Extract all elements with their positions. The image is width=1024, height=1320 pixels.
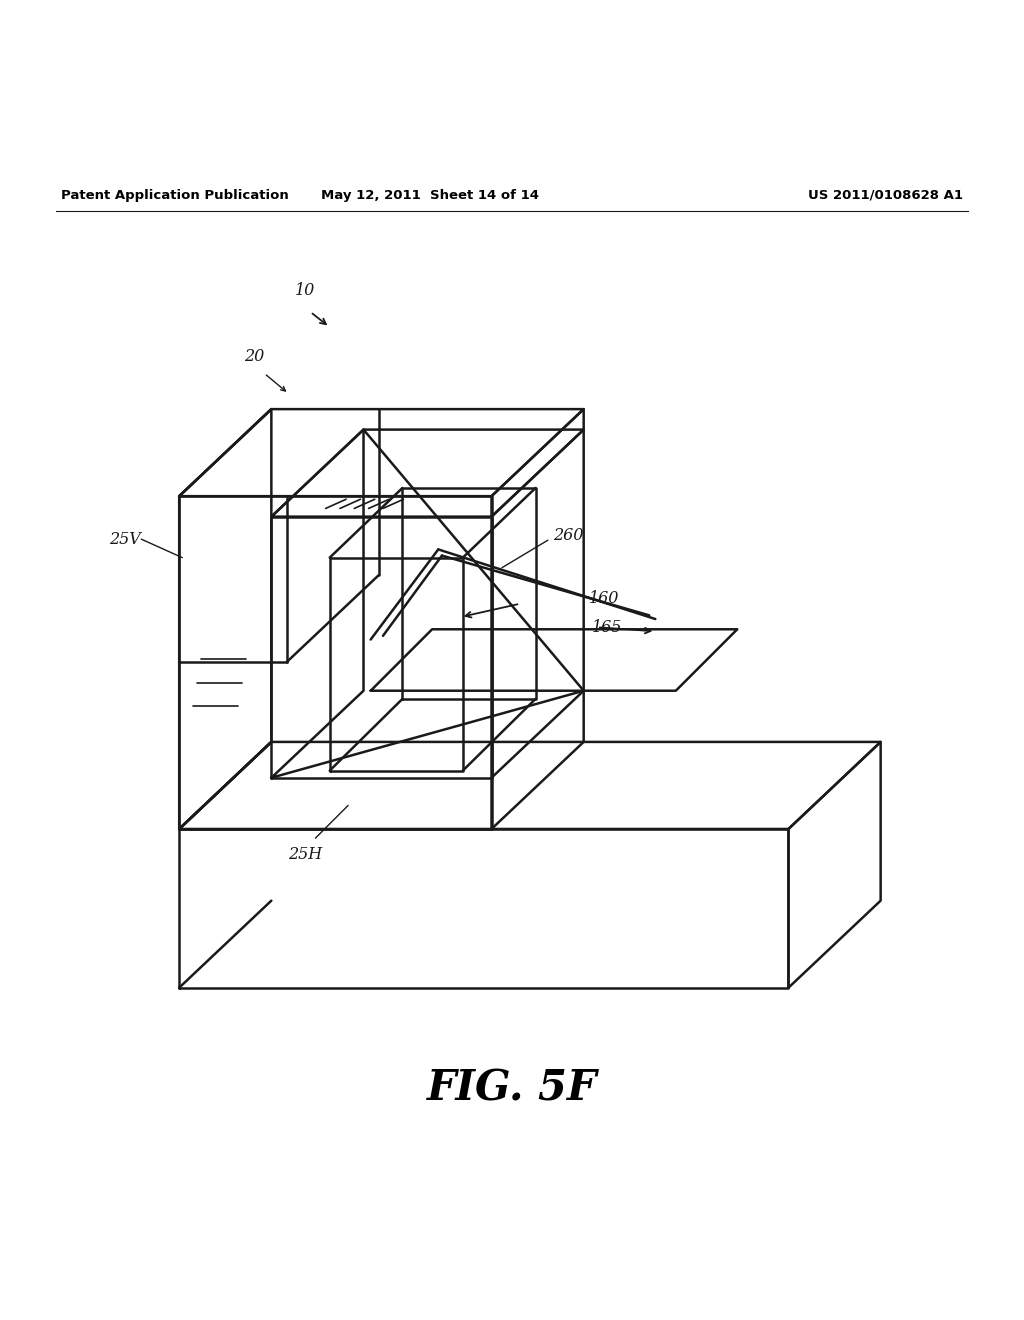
Text: 20: 20 <box>244 348 264 366</box>
Text: FIG. 5F: FIG. 5F <box>427 1067 597 1109</box>
Text: US 2011/0108628 A1: US 2011/0108628 A1 <box>808 189 963 202</box>
Text: 25H: 25H <box>288 846 323 863</box>
Text: Patent Application Publication: Patent Application Publication <box>61 189 289 202</box>
Text: May 12, 2011  Sheet 14 of 14: May 12, 2011 Sheet 14 of 14 <box>322 189 539 202</box>
Text: 10: 10 <box>295 281 315 298</box>
Text: 165: 165 <box>592 619 623 636</box>
Text: 25V: 25V <box>110 531 141 548</box>
Text: 260: 260 <box>553 527 584 544</box>
Text: 160: 160 <box>589 590 620 607</box>
